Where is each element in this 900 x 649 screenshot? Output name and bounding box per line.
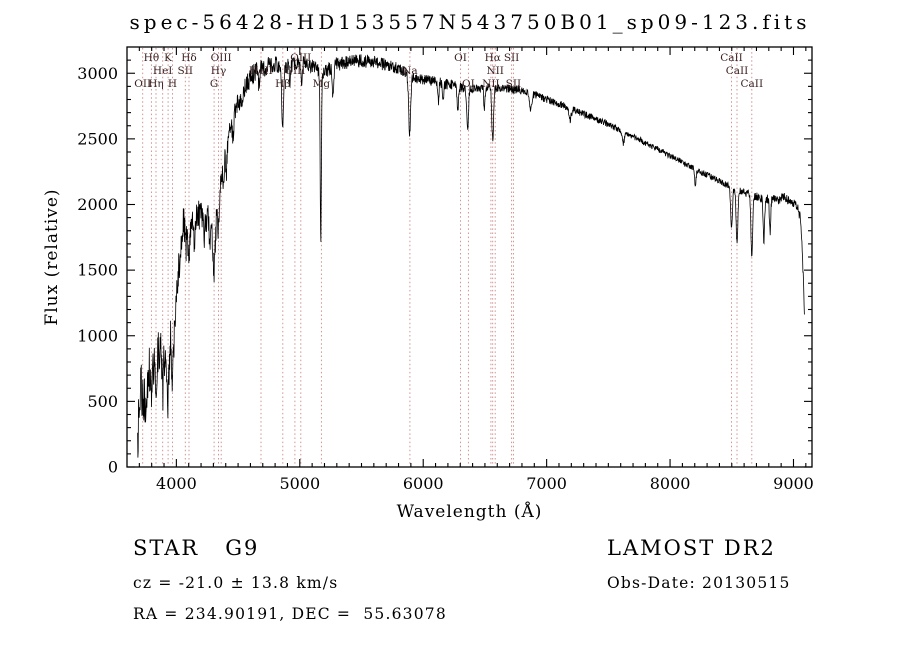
marker-label-Hη: Hη: [148, 78, 163, 90]
x-tick-label: 5000: [279, 474, 320, 493]
y-tick-label: 2500: [77, 129, 118, 148]
marker-label-Mg: Mg: [313, 78, 331, 90]
survey-release-label: LAMOST DR2: [607, 536, 776, 560]
marker-label-SII: SII: [504, 52, 520, 64]
x-axis-label: Wavelength (Å): [397, 501, 543, 522]
y-axis-label: Flux (relative): [42, 188, 62, 325]
obs-date-value: Obs-Date: 20130515: [607, 574, 791, 592]
marker-label-Hβ: Hβ: [275, 78, 290, 90]
x-tick-label: 8000: [650, 474, 691, 493]
spectral-marker-labels: OIIHθHηHeIKHSIIHδGHγOIIIHeIIHβOIIIOIIIMg…: [134, 52, 763, 90]
x-tick-label: 6000: [403, 474, 444, 493]
y-tick-label: 0: [108, 458, 118, 477]
plot-box: [126, 46, 813, 468]
marker-label-OI: OI: [454, 52, 467, 64]
marker-label-CaII: CaII: [741, 78, 764, 90]
marker-label-Hγ: Hγ: [211, 65, 226, 77]
y-tick-label: 2000: [77, 195, 118, 214]
cz-velocity-value: cz = -21.0 ± 13.8 km/s: [133, 574, 339, 592]
x-tick-labels: 4000 5000 6000 7000 8000 9000: [156, 474, 814, 493]
x-tick-label: 9000: [773, 474, 814, 493]
y-tick-label: 1000: [77, 326, 118, 345]
y-tick-label: 3000: [77, 64, 118, 83]
x-tick-label: 4000: [156, 474, 197, 493]
marker-label-OI: OI: [462, 78, 475, 90]
spectrum-trace: [137, 54, 805, 458]
marker-label-Hθ: Hθ: [144, 52, 159, 64]
marker-label-G: G: [210, 78, 218, 90]
marker-label-NII: NII: [486, 65, 503, 77]
marker-label-OIII: OIII: [284, 65, 305, 77]
marker-label-NII: NII: [482, 78, 499, 90]
marker-label-OII: OII: [134, 78, 151, 90]
marker-label-H: H: [168, 78, 177, 90]
y-tick-labels: 0 500 1000 1500 2000 2500 3000: [77, 64, 118, 477]
y-tick-label: 1500: [77, 261, 118, 280]
plot-title: spec-56428-HD153557N543750B01_sp09-123.f…: [129, 10, 811, 34]
y-tick-label: 500: [87, 392, 118, 411]
marker-label-HeI: HeI: [153, 65, 173, 77]
marker-label-Hδ: Hδ: [181, 52, 196, 64]
marker-label-Na: Na: [402, 65, 417, 77]
marker-label-OIII: OIII: [211, 52, 232, 64]
marker-label-OIII: OIII: [290, 52, 311, 64]
axis-ticks: [127, 47, 812, 468]
object-class-label: STAR G9: [133, 536, 260, 560]
marker-label-SII: SII: [506, 78, 522, 90]
ra-dec-value: RA = 234.90191, DEC = 55.63078: [133, 605, 447, 623]
marker-label-K: K: [164, 52, 172, 64]
marker-label-HeII: HeII: [249, 65, 273, 77]
marker-label-Hα: Hα: [485, 52, 501, 64]
marker-label-CaII: CaII: [720, 52, 743, 64]
x-tick-label: 7000: [526, 474, 567, 493]
marker-label-SII: SII: [178, 65, 194, 77]
spectrum-chart: 4000 5000 6000 7000 8000 9000 0 500 1000 1500 2000…: [42, 46, 814, 522]
marker-label-CaII: CaII: [726, 65, 749, 77]
